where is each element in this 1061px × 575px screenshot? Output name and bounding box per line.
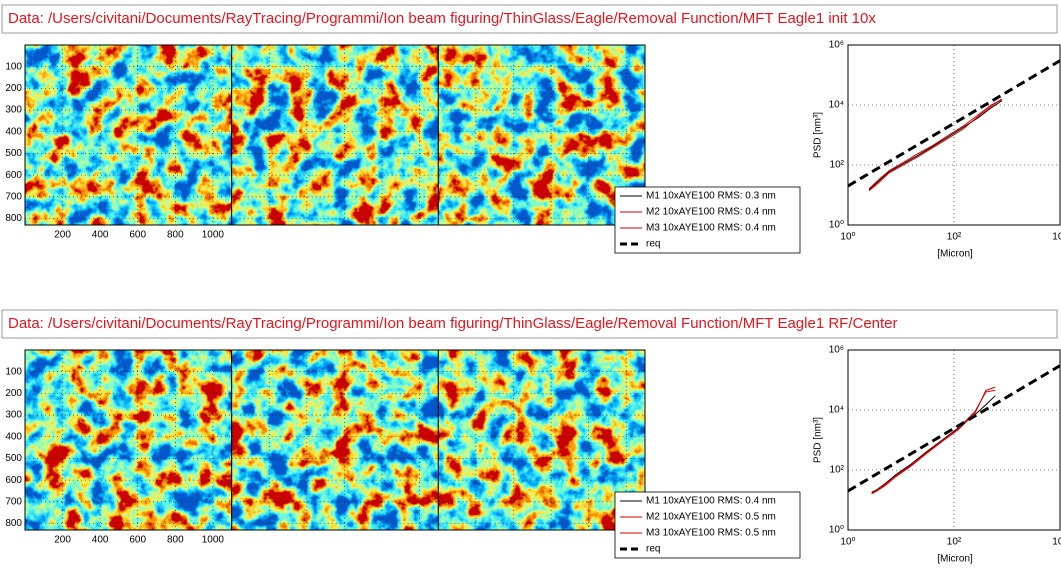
x-tick-label: 400: [92, 535, 109, 546]
y-tick-label: 100: [5, 366, 22, 377]
legend-label: M2 10xAYE100 RMS: 0.4 nm: [646, 207, 776, 218]
y-tick-label: 600: [5, 170, 22, 181]
y-tick-label: 800: [5, 213, 22, 224]
x-tick-label: 200: [54, 230, 71, 241]
y-tick-label: 10⁶: [829, 40, 844, 51]
chart-title: Data: /Users/civitani/Documents/RayTraci…: [8, 315, 898, 332]
figure: Data: /Users/civitani/Documents/RayTraci…: [0, 0, 1061, 575]
y-tick-label: 10⁶: [829, 345, 844, 356]
y-tick-label: 300: [5, 410, 22, 421]
surface-map: [232, 45, 439, 225]
legend-label: req: [646, 544, 660, 555]
y-axis-label: PSD [nm³]: [813, 112, 824, 158]
chart-title: Data: /Users/civitani/Documents/RayTraci…: [8, 10, 876, 27]
x-tick-label: 200: [54, 535, 71, 546]
surface-map: [25, 45, 232, 225]
x-tick-label: 1000: [202, 230, 225, 241]
y-tick-label: 10⁴: [829, 100, 844, 111]
x-tick-label: 10⁴: [1052, 537, 1061, 548]
y-axis-label: PSD [nm³]: [813, 417, 824, 463]
y-tick-label: 800: [5, 518, 22, 529]
y-tick-label: 500: [5, 453, 22, 464]
x-tick-label: 400: [92, 230, 109, 241]
y-tick-label: 700: [5, 191, 22, 202]
y-tick-label: 10⁴: [829, 405, 844, 416]
x-tick-label: 1000: [202, 535, 225, 546]
x-tick-label: 10⁴: [1052, 232, 1061, 243]
x-axis-label: [Micron]: [937, 249, 973, 260]
legend-label: M2 10xAYE100 RMS: 0.5 nm: [646, 512, 776, 523]
x-tick-label: 800: [167, 535, 184, 546]
surface-map: [438, 350, 645, 530]
x-tick-label: 600: [129, 535, 146, 546]
surface-map: [438, 45, 645, 225]
surface-map: [232, 350, 439, 530]
x-tick-label: 600: [129, 230, 146, 241]
y-tick-label: 200: [5, 388, 22, 399]
y-tick-label: 10²: [830, 465, 845, 476]
x-tick-label: 10²: [947, 537, 962, 548]
legend-label: M1 10xAYE100 RMS: 0.3 nm: [646, 191, 776, 202]
legend-label: M3 10xAYE100 RMS: 0.5 nm: [646, 528, 776, 539]
x-tick-label: 800: [167, 230, 184, 241]
y-tick-label: 500: [5, 148, 22, 159]
x-axis-label: [Micron]: [937, 554, 973, 565]
x-tick-label: 10²: [947, 232, 962, 243]
y-tick-label: 10²: [830, 160, 845, 171]
legend-label: M3 10xAYE100 RMS: 0.4 nm: [646, 223, 776, 234]
legend-label: M1 10xAYE100 RMS: 0.4 nm: [646, 496, 776, 507]
y-tick-label: 100: [5, 61, 22, 72]
y-tick-label: 10⁰: [829, 220, 844, 231]
y-tick-label: 10⁰: [829, 525, 844, 536]
y-tick-label: 400: [5, 431, 22, 442]
y-tick-label: 400: [5, 126, 22, 137]
legend-label: req: [646, 239, 660, 250]
y-tick-label: 300: [5, 105, 22, 116]
y-tick-label: 700: [5, 496, 22, 507]
x-tick-label: 10⁰: [840, 537, 855, 548]
y-tick-label: 600: [5, 475, 22, 486]
y-tick-label: 200: [5, 83, 22, 94]
x-tick-label: 10⁰: [840, 232, 855, 243]
surface-map: [25, 350, 232, 530]
